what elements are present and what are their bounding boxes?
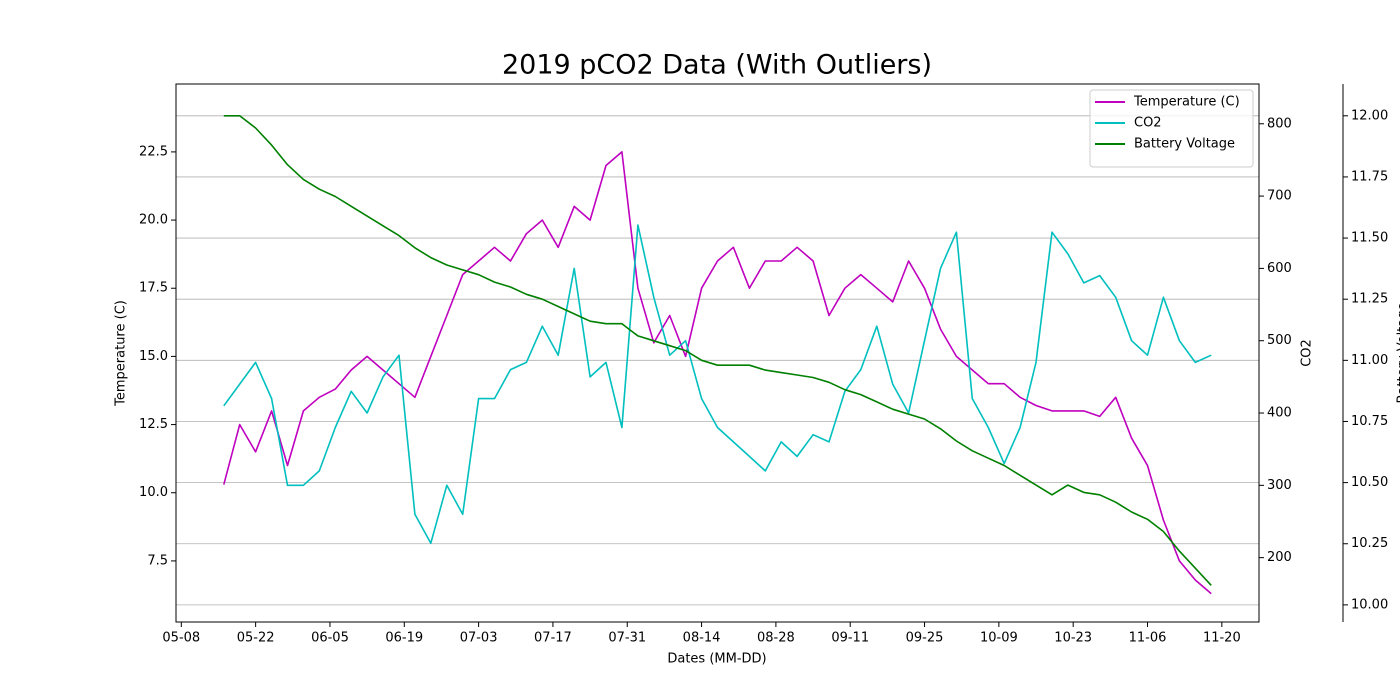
y3-tick-label: 12.00 xyxy=(1351,108,1388,123)
y2-tick-label: 700 xyxy=(1267,189,1292,204)
x-tick-label: 07-31 xyxy=(608,631,646,646)
x-tick-label: 07-03 xyxy=(460,631,498,646)
y2-tick-label: 800 xyxy=(1267,116,1292,131)
data-line xyxy=(223,115,1212,586)
x-tick-label: 08-28 xyxy=(757,631,795,646)
legend-label: Battery Voltage xyxy=(1134,137,1235,152)
y3-tick-label: 10.00 xyxy=(1351,597,1388,612)
x-tick-label: 11-06 xyxy=(1129,631,1167,646)
plot-frame xyxy=(175,83,1260,623)
y3-tick-label: 10.25 xyxy=(1351,536,1388,551)
legend-label: CO2 xyxy=(1134,116,1162,131)
x-tick-label: 08-14 xyxy=(683,631,721,646)
x-tick-label: 06-05 xyxy=(311,631,349,646)
y-tick-label: 7.5 xyxy=(147,553,168,568)
y3-tick-label: 10.75 xyxy=(1351,414,1388,429)
y-tick-label: 12.5 xyxy=(139,417,168,432)
y2-tick-label: 400 xyxy=(1267,406,1292,421)
chart-title: 2019 pCO2 Data (With Outliers) xyxy=(502,50,932,81)
x-tick-label: 07-17 xyxy=(534,631,572,646)
x-axis-label: Dates (MM-DD) xyxy=(667,652,766,667)
y3-tick-label: 10.50 xyxy=(1351,475,1388,490)
y3-tick-label: 11.50 xyxy=(1351,231,1388,246)
y-tick-label: 20.0 xyxy=(139,213,168,228)
legend-box xyxy=(1089,89,1254,168)
data-line xyxy=(223,224,1212,544)
y-tick-label: 15.0 xyxy=(139,349,168,364)
y3-tick-label: 11.00 xyxy=(1351,353,1388,368)
x-tick-label: 06-19 xyxy=(385,631,423,646)
x-tick-label: 09-25 xyxy=(906,631,944,646)
y2-tick-label: 600 xyxy=(1267,261,1292,276)
x-tick-label: 09-11 xyxy=(831,631,869,646)
y2-axis-label: CO2 xyxy=(1300,339,1315,367)
y2-tick-label: 200 xyxy=(1267,550,1292,565)
y-tick-label: 22.5 xyxy=(139,144,168,159)
x-tick-label: 05-22 xyxy=(237,631,275,646)
y-axis-label: Temperature (C) xyxy=(114,300,129,407)
x-tick-label: 11-20 xyxy=(1203,631,1241,646)
data-line xyxy=(223,151,1212,595)
y3-axis-label: Battery Voltage xyxy=(1396,302,1400,403)
y2-tick-label: 500 xyxy=(1267,333,1292,348)
y2-tick-label: 300 xyxy=(1267,478,1292,493)
x-tick-label: 05-08 xyxy=(162,631,200,646)
y-tick-label: 17.5 xyxy=(139,281,168,296)
y-tick-label: 10.0 xyxy=(139,485,168,500)
legend-label: Temperature (C) xyxy=(1133,95,1240,110)
x-tick-label: 10-09 xyxy=(980,631,1018,646)
x-tick-label: 10-23 xyxy=(1054,631,1092,646)
y3-tick-label: 11.75 xyxy=(1351,169,1388,184)
y3-tick-label: 11.25 xyxy=(1351,292,1388,307)
